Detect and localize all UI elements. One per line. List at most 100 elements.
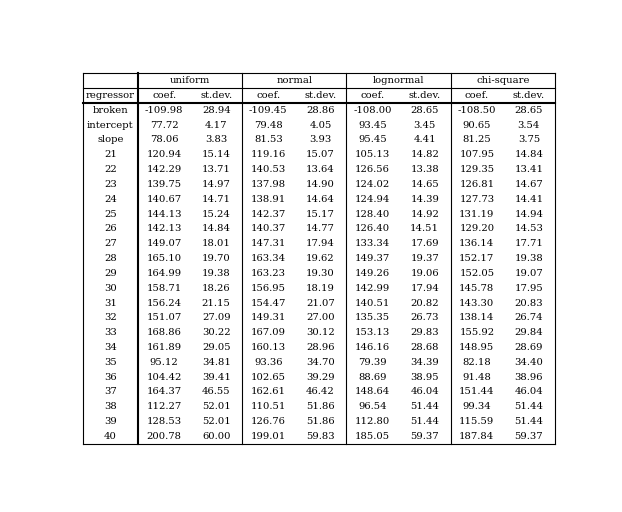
Text: 20.83: 20.83: [514, 298, 543, 308]
Text: 152.17: 152.17: [459, 254, 494, 263]
Text: 17.94: 17.94: [306, 239, 335, 248]
Text: 32: 32: [104, 313, 117, 323]
Text: 142.29: 142.29: [146, 165, 182, 174]
Text: 30: 30: [104, 284, 117, 293]
Text: 131.19: 131.19: [459, 209, 494, 219]
Text: 51.86: 51.86: [306, 402, 335, 411]
Text: 4.05: 4.05: [309, 121, 332, 130]
Text: 51.44: 51.44: [514, 402, 544, 411]
Text: uniform: uniform: [170, 76, 210, 85]
Text: 37: 37: [104, 388, 117, 396]
Text: 126.81: 126.81: [459, 180, 494, 189]
Text: 17.69: 17.69: [411, 239, 439, 248]
Text: 187.84: 187.84: [459, 432, 494, 441]
Text: 14.64: 14.64: [306, 195, 335, 204]
Text: 81.53: 81.53: [254, 136, 282, 144]
Text: 28.69: 28.69: [514, 343, 543, 352]
Text: coef.: coef.: [465, 91, 489, 100]
Text: 14.51: 14.51: [410, 224, 439, 233]
Text: 139.75: 139.75: [147, 180, 182, 189]
Text: 14.84: 14.84: [202, 224, 231, 233]
Text: 147.31: 147.31: [251, 239, 286, 248]
Text: 149.07: 149.07: [146, 239, 182, 248]
Text: 4.17: 4.17: [205, 121, 228, 130]
Text: broken: broken: [93, 106, 128, 115]
Text: 143.30: 143.30: [459, 298, 494, 308]
Text: 51.44: 51.44: [410, 417, 439, 426]
Text: coef.: coef.: [361, 91, 384, 100]
Text: 199.01: 199.01: [251, 432, 286, 441]
Text: 138.14: 138.14: [459, 313, 494, 323]
Text: 126.56: 126.56: [355, 165, 390, 174]
Text: 28.65: 28.65: [514, 106, 543, 115]
Text: 26.74: 26.74: [514, 313, 543, 323]
Text: 138.91: 138.91: [251, 195, 286, 204]
Text: 59.83: 59.83: [306, 432, 335, 441]
Text: 102.65: 102.65: [251, 373, 286, 381]
Text: 151.44: 151.44: [459, 388, 494, 396]
Text: 137.98: 137.98: [251, 180, 286, 189]
Text: 19.70: 19.70: [202, 254, 231, 263]
Text: 88.69: 88.69: [358, 373, 387, 381]
Text: 18.01: 18.01: [202, 239, 231, 248]
Text: -108.00: -108.00: [353, 106, 392, 115]
Text: 29.05: 29.05: [202, 343, 231, 352]
Text: 162.61: 162.61: [251, 388, 286, 396]
Text: 15.07: 15.07: [306, 151, 335, 159]
Text: 17.95: 17.95: [514, 284, 543, 293]
Text: 19.62: 19.62: [306, 254, 335, 263]
Text: 31: 31: [104, 298, 117, 308]
Text: 3.45: 3.45: [414, 121, 436, 130]
Text: 3.83: 3.83: [205, 136, 227, 144]
Text: 34.40: 34.40: [514, 358, 544, 367]
Text: 14.67: 14.67: [514, 180, 543, 189]
Text: 146.16: 146.16: [355, 343, 390, 352]
Text: 28.94: 28.94: [202, 106, 231, 115]
Text: 14.97: 14.97: [202, 180, 231, 189]
Text: 93.36: 93.36: [254, 358, 282, 367]
Text: 46.42: 46.42: [306, 388, 335, 396]
Text: 14.77: 14.77: [306, 224, 335, 233]
Text: 144.13: 144.13: [146, 209, 182, 219]
Text: 24: 24: [104, 195, 117, 204]
Text: 107.95: 107.95: [459, 151, 494, 159]
Text: 36: 36: [104, 373, 116, 381]
Text: 14.84: 14.84: [514, 151, 544, 159]
Text: 149.31: 149.31: [251, 313, 286, 323]
Text: 14.94: 14.94: [514, 209, 544, 219]
Text: 3.93: 3.93: [309, 136, 332, 144]
Text: 161.89: 161.89: [147, 343, 182, 352]
Text: 200.78: 200.78: [147, 432, 182, 441]
Text: intercept: intercept: [87, 121, 134, 130]
Text: 19.38: 19.38: [514, 254, 543, 263]
Text: 119.16: 119.16: [251, 151, 286, 159]
Text: 148.64: 148.64: [355, 388, 390, 396]
Text: 160.13: 160.13: [251, 343, 286, 352]
Text: 19.38: 19.38: [202, 269, 231, 278]
Text: 78.06: 78.06: [150, 136, 179, 144]
Text: normal: normal: [276, 76, 312, 85]
Text: 34.81: 34.81: [202, 358, 231, 367]
Text: st.dev.: st.dev.: [200, 91, 232, 100]
Text: 46.04: 46.04: [514, 388, 543, 396]
Text: 153.13: 153.13: [355, 328, 390, 337]
Text: 163.34: 163.34: [251, 254, 286, 263]
Text: 34.39: 34.39: [411, 358, 439, 367]
Text: 21.07: 21.07: [306, 298, 335, 308]
Text: 15.14: 15.14: [202, 151, 231, 159]
Text: 90.65: 90.65: [463, 121, 491, 130]
Text: 25: 25: [104, 209, 117, 219]
Text: 27: 27: [104, 239, 117, 248]
Text: 154.47: 154.47: [251, 298, 286, 308]
Text: 127.73: 127.73: [459, 195, 494, 204]
Text: 13.71: 13.71: [202, 165, 231, 174]
Text: 14.41: 14.41: [514, 195, 544, 204]
Text: st.dev.: st.dev.: [304, 91, 337, 100]
Text: 28.96: 28.96: [306, 343, 335, 352]
Text: 79.39: 79.39: [358, 358, 387, 367]
Text: 115.59: 115.59: [459, 417, 494, 426]
Text: 140.53: 140.53: [251, 165, 286, 174]
Text: 156.95: 156.95: [251, 284, 286, 293]
Text: 19.37: 19.37: [411, 254, 439, 263]
Text: 22: 22: [104, 165, 117, 174]
